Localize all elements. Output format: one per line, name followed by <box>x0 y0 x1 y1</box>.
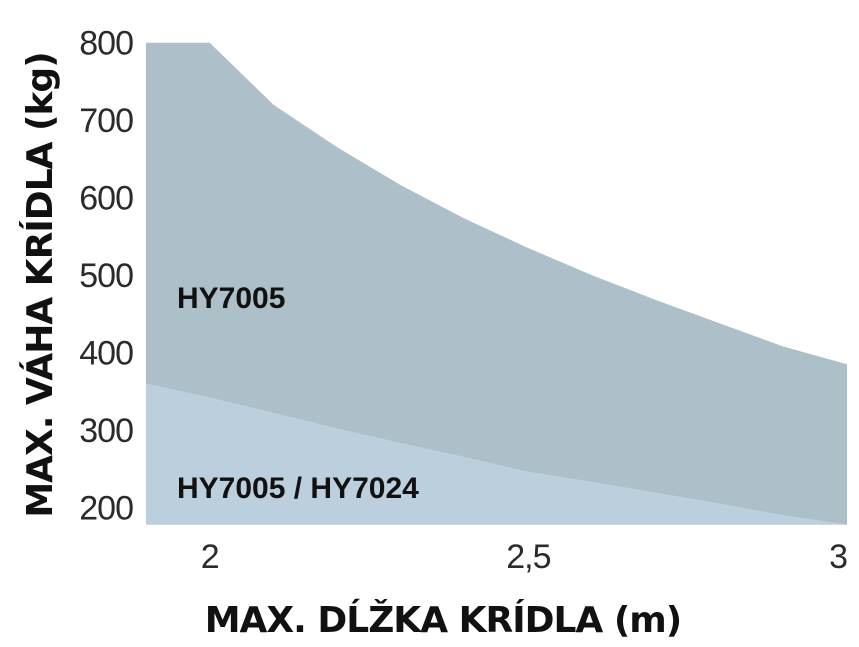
y-tick-label: 500 <box>79 257 133 295</box>
y-tick-label: 700 <box>79 102 133 140</box>
y-tick-label: 400 <box>79 335 133 373</box>
chart-areas <box>146 42 847 525</box>
area-series-1 <box>146 383 847 525</box>
region-label-hy7005: HY7005 <box>177 282 285 315</box>
region-label-hy7005-hy7024: HY7005 / HY7024 <box>177 472 419 505</box>
y-axis-title: MAX. VÁHA KRÍDLA (kg) <box>19 52 61 517</box>
y-tick-label: 600 <box>79 180 133 218</box>
y-axis-ticks: 200 300 400 500 600 700 800 <box>79 25 134 528</box>
x-tick-label: 3 <box>829 538 847 576</box>
x-axis-title: MAX. DĹŽKA KRÍDLA (m) <box>205 599 682 641</box>
y-tick-label: 300 <box>79 412 133 450</box>
y-tick-label: 800 <box>79 25 133 63</box>
x-tick-label: 2,5 <box>506 538 550 576</box>
y-tick-label: 200 <box>79 490 133 528</box>
x-axis-ticks: 2 2,5 3 <box>201 538 848 576</box>
x-tick-label: 2 <box>201 538 219 576</box>
area-series-0 <box>146 42 847 525</box>
